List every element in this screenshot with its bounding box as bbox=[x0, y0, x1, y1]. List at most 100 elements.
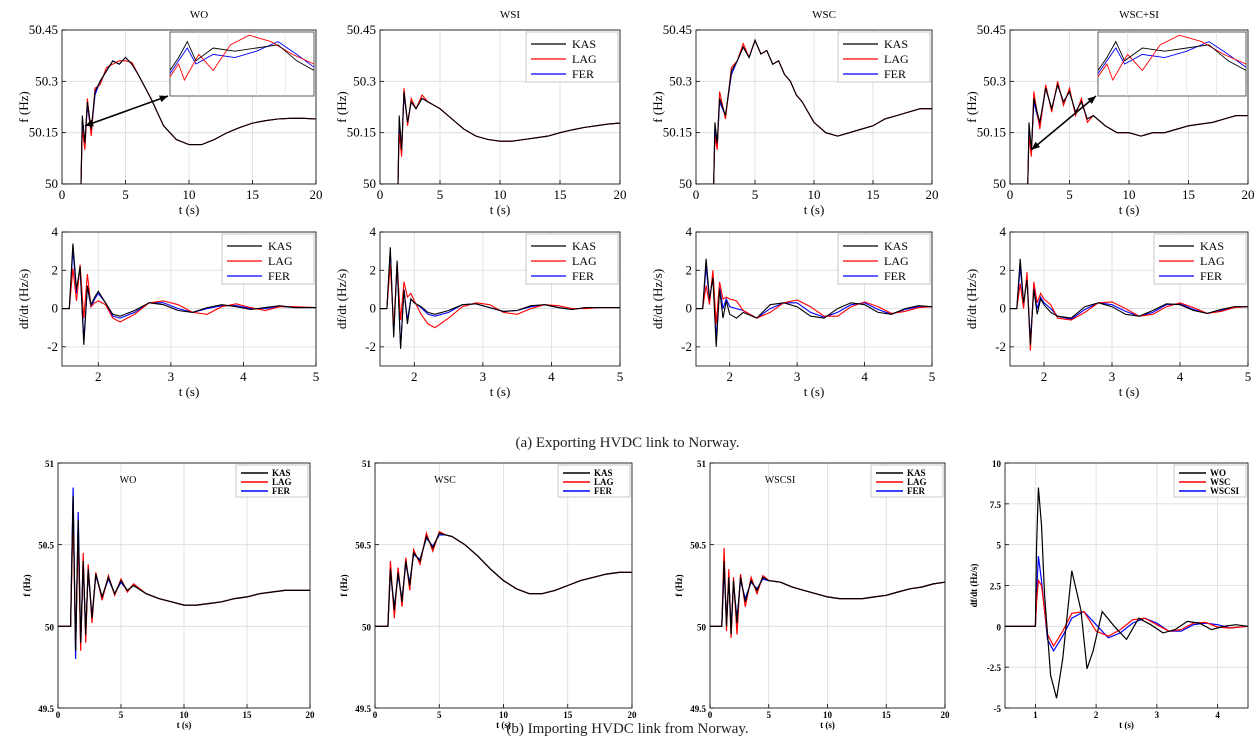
x-tick-label: 15 bbox=[554, 187, 567, 202]
x-axis-label: t (s) bbox=[490, 202, 511, 217]
y-tick-label: 7.5 bbox=[990, 500, 1002, 510]
x-tick-label: 5 bbox=[119, 710, 124, 720]
chart-title: WSC+SI bbox=[1119, 9, 1159, 21]
chart-b1: 0 5 10 15 20 49.5 50 50.5 51 t (s) f (Hz) WO KASLAGF… bbox=[22, 459, 315, 730]
x-tick-label: 10 bbox=[823, 710, 833, 720]
x-tick-label: 0 bbox=[59, 187, 66, 202]
y-axis-label: f (Hz) bbox=[22, 574, 32, 596]
x-tick-label: 0 bbox=[1007, 187, 1014, 202]
y-tick-label: -2 bbox=[365, 339, 376, 354]
x-tick-label: 3 bbox=[1109, 369, 1116, 384]
x-axis-label: t (s) bbox=[177, 720, 192, 730]
x-tick-label: 10 bbox=[494, 187, 507, 202]
zoom-inset bbox=[84, 31, 315, 127]
y-tick-label: 2 bbox=[370, 262, 377, 277]
y-tick-label: 0 bbox=[370, 301, 377, 316]
x-tick-label: 15 bbox=[882, 710, 892, 720]
x-tick-label: 20 bbox=[926, 187, 939, 202]
y-tick-label: 50.5 bbox=[38, 541, 54, 551]
series-group bbox=[696, 38, 932, 184]
x-tick-label: 10 bbox=[183, 187, 196, 202]
y-tick-label: 0 bbox=[52, 301, 59, 316]
x-axis-label: t (s) bbox=[179, 384, 200, 399]
x-tick-label: 0 bbox=[56, 710, 61, 720]
y-tick-label: 50.15 bbox=[663, 125, 692, 140]
x-tick-label: 2 bbox=[95, 369, 102, 384]
x-tick-label: 5 bbox=[617, 369, 624, 384]
legend-label: KAS bbox=[884, 37, 908, 51]
legend-label: KAS bbox=[884, 239, 908, 253]
series-line-kas bbox=[696, 258, 932, 347]
series-line-kas bbox=[62, 243, 316, 345]
series-group bbox=[380, 247, 620, 349]
legend-label: FER bbox=[572, 269, 594, 283]
axes-frame bbox=[1009, 231, 1249, 367]
x-tick-label: 20 bbox=[1242, 187, 1255, 202]
zoom-inset bbox=[1030, 31, 1247, 151]
legend-label: LAG bbox=[907, 477, 927, 487]
x-tick-label: 3 bbox=[1155, 710, 1160, 720]
x-tick-label: 20 bbox=[310, 187, 323, 202]
zoom-arrow bbox=[1030, 95, 1097, 151]
x-tick-label: 10 bbox=[499, 710, 509, 720]
x-axis-label: t (s) bbox=[1119, 384, 1140, 399]
y-tick-label: 50.45 bbox=[663, 22, 692, 37]
x-tick-label: 5 bbox=[929, 369, 936, 384]
y-tick-label: -2 bbox=[995, 339, 1006, 354]
series-line-kas bbox=[380, 91, 620, 184]
x-tick-label: 15 bbox=[867, 187, 880, 202]
y-axis-label: f (Hz) bbox=[334, 91, 349, 122]
x-tick-label: 2 bbox=[411, 369, 418, 384]
legend-label: WSCSI bbox=[1210, 486, 1240, 496]
y-axis-label: df/dt (Hz/s) bbox=[964, 269, 979, 329]
y-tick-label: 2.5 bbox=[990, 582, 1002, 592]
inset-frame bbox=[1097, 31, 1247, 97]
x-tick-label: 5 bbox=[767, 710, 772, 720]
x-tick-label: 5 bbox=[1066, 187, 1073, 202]
series-group bbox=[62, 243, 316, 345]
caption-b: (b) Importing HVDC link from Norway. bbox=[506, 721, 749, 737]
legend-label: LAG bbox=[572, 254, 597, 268]
legend-label: FER bbox=[594, 486, 613, 496]
y-tick-label: 51 bbox=[45, 459, 55, 469]
legend-label: FER bbox=[884, 269, 906, 283]
chart-title: WO bbox=[120, 475, 137, 486]
legend-label: KAS bbox=[594, 468, 613, 478]
x-tick-label: 10 bbox=[808, 187, 821, 202]
x-tick-label: 5 bbox=[437, 710, 442, 720]
x-tick-label: 20 bbox=[628, 710, 638, 720]
y-tick-label: 5 bbox=[997, 541, 1002, 551]
axes-frame bbox=[695, 231, 933, 367]
x-axis-label: t (s) bbox=[490, 384, 511, 399]
x-tick-label: 5 bbox=[437, 187, 444, 202]
y-tick-label: 4 bbox=[370, 224, 377, 239]
y-tick-label: 4 bbox=[1000, 224, 1007, 239]
zoom-arrow-head-end bbox=[1087, 96, 1096, 104]
y-tick-label: 50.15 bbox=[29, 125, 58, 140]
y-tick-label: 0 bbox=[997, 622, 1002, 632]
y-axis-label: df/dt (Hz/s) bbox=[334, 269, 349, 329]
x-tick-label: 5 bbox=[752, 187, 759, 202]
series-line-kas bbox=[380, 247, 620, 349]
series-group bbox=[710, 547, 945, 638]
axes-frame bbox=[379, 231, 621, 367]
legend-label: FER bbox=[884, 67, 906, 81]
x-tick-label: 4 bbox=[1177, 369, 1184, 384]
legend-label: LAG bbox=[268, 254, 293, 268]
chart-a1: 0 5 10 15 20 50 50.15 50.3 50.45 t (s) f (Hz) WO bbox=[16, 9, 323, 217]
y-tick-label: 0 bbox=[686, 301, 693, 316]
y-tick-label: 50 bbox=[363, 176, 376, 191]
y-axis-label: f (Hz) bbox=[650, 91, 665, 122]
x-axis-label: t (s) bbox=[804, 202, 825, 217]
series-group bbox=[380, 88, 620, 184]
x-tick-label: 0 bbox=[373, 710, 378, 720]
chart-a4: 0 5 10 15 20 50 50.15 50.3 50.45 t (s) f (Hz) WSC+S… bbox=[964, 9, 1255, 217]
legend-label: LAG bbox=[884, 254, 909, 268]
x-axis-label: t (s) bbox=[179, 202, 200, 217]
y-tick-label: 4 bbox=[52, 224, 59, 239]
